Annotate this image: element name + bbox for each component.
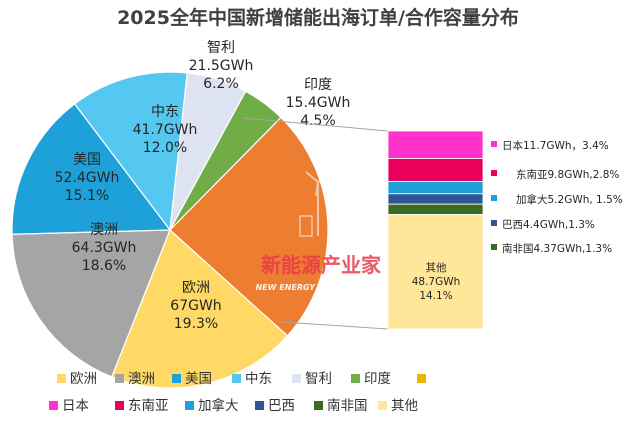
legend-label-7: 日本	[62, 398, 89, 414]
breakdown-other-label-0: 其他	[426, 261, 447, 274]
breakdown-label-4: 南非国4.37GWh,1.3%	[502, 242, 612, 255]
slice-label-0-0: 欧洲	[182, 280, 210, 296]
slice-label-4-1: 21.5GWh	[189, 58, 254, 74]
breakdown-segment-4	[387, 203, 484, 215]
legend-label-2: 美国	[185, 371, 212, 387]
slice-label-1-1: 64.3GWh	[72, 240, 137, 256]
connector-line-bottom	[281, 321, 389, 330]
legend-label-0: 欧洲	[70, 371, 97, 387]
legend-label-9: 加拿大	[198, 397, 239, 414]
breakdown-segment-3	[387, 193, 484, 205]
watermark-cn: 新能源产业家	[261, 253, 382, 277]
breakdown-marker-4	[491, 244, 497, 250]
slice-label-5-1: 15.4GWh	[286, 95, 351, 111]
legend-swatch-8	[115, 401, 124, 410]
legend-label-5: 印度	[364, 371, 391, 387]
legend-swatch-4	[292, 374, 301, 383]
slice-label-1-0: 澳洲	[90, 222, 118, 238]
slice-label-3-2: 12.0%	[143, 140, 187, 156]
slice-label-5-2: 4.5%	[300, 113, 336, 129]
legend-swatch-12	[378, 401, 387, 410]
breakdown-bar	[387, 130, 484, 330]
breakdown-segment-0	[387, 130, 484, 159]
breakdown-marker-3	[491, 220, 497, 226]
legend-label-3: 中东	[245, 371, 272, 387]
breakdown-label-3: 巴西4.4GWh,1.3%	[502, 219, 595, 231]
chart-title: 2025全年中国新增储能出海订单/合作容量分布	[117, 6, 519, 29]
breakdown-marker-1	[491, 170, 497, 176]
breakdown-segment-2	[387, 181, 484, 195]
breakdown-segment-1	[387, 158, 484, 182]
legend-label-1: 澳洲	[128, 371, 155, 387]
slice-label-2-0: 美国	[73, 152, 101, 168]
legend-swatch-3	[232, 374, 241, 383]
slice-label-0-1: 67GWh	[170, 298, 221, 314]
pie-slices: 欧洲 67GWh 19.3% 澳洲 64.3GWh 18.6% 美国 52.4GWh 15.1%…	[11, 40, 351, 389]
legend-swatch-2	[172, 374, 181, 383]
legend-label-8: 东南亚	[128, 398, 169, 414]
pie-slice-2	[11, 103, 172, 235]
legend-swatch-6	[417, 374, 426, 383]
pie-slice-0	[110, 228, 289, 389]
pie-slice-3	[73, 71, 188, 232]
breakdown-other-label-1: 48.7GWh	[412, 276, 461, 288]
breakdown-label-1: 东南亚9.8GWh,2.8%	[516, 168, 619, 181]
legend-swatch-0	[57, 374, 66, 383]
legend-label-11: 南非国	[327, 398, 368, 414]
legend-label-10: 巴西	[268, 398, 295, 414]
legend-swatch-5	[351, 374, 360, 383]
legend-label-4: 智利	[305, 371, 332, 387]
connector-line-top	[242, 117, 389, 132]
breakdown-labels: 日本11.7GWh，3.4% 东南亚9.8GWh,2.8% 加拿大5.2GWh, 1…	[412, 139, 623, 302]
legend-swatch-11	[314, 401, 323, 410]
legend-swatch-9	[185, 401, 194, 410]
legend-swatch-10	[255, 401, 264, 410]
legend-swatch-7	[49, 401, 58, 410]
pie-slice-1	[11, 229, 171, 378]
slice-label-5-0: 印度	[304, 77, 332, 93]
slice-label-4-2: 6.2%	[203, 76, 239, 92]
watermark-en: NEW ENERGY INDUSTRIALIST	[255, 283, 387, 292]
breakdown-label-0: 日本11.7GWh，3.4%	[502, 139, 609, 152]
slice-label-1-2: 18.6%	[82, 258, 126, 274]
slice-label-3-1: 41.7GWh	[133, 122, 198, 138]
slice-label-2-1: 52.4GWh	[55, 170, 120, 186]
breakdown-segment-5	[387, 214, 484, 330]
slice-label-2-2: 15.1%	[65, 188, 109, 204]
breakdown-other-label-2: 14.1%	[419, 290, 452, 302]
legend-swatch-1	[115, 374, 124, 383]
legend-label-12: 其他	[391, 398, 418, 414]
slice-label-4-0: 智利	[207, 40, 235, 56]
breakdown-marker-2	[491, 195, 497, 201]
breakdown-label-2: 加拿大5.2GWh, 1.5%	[516, 193, 623, 206]
breakdown-marker-0	[491, 141, 497, 147]
watermark-logo	[299, 171, 375, 237]
pie-slice-6	[169, 116, 329, 337]
slice-label-3-0: 中东	[151, 104, 179, 120]
slice-label-0-2: 19.3%	[174, 316, 218, 332]
